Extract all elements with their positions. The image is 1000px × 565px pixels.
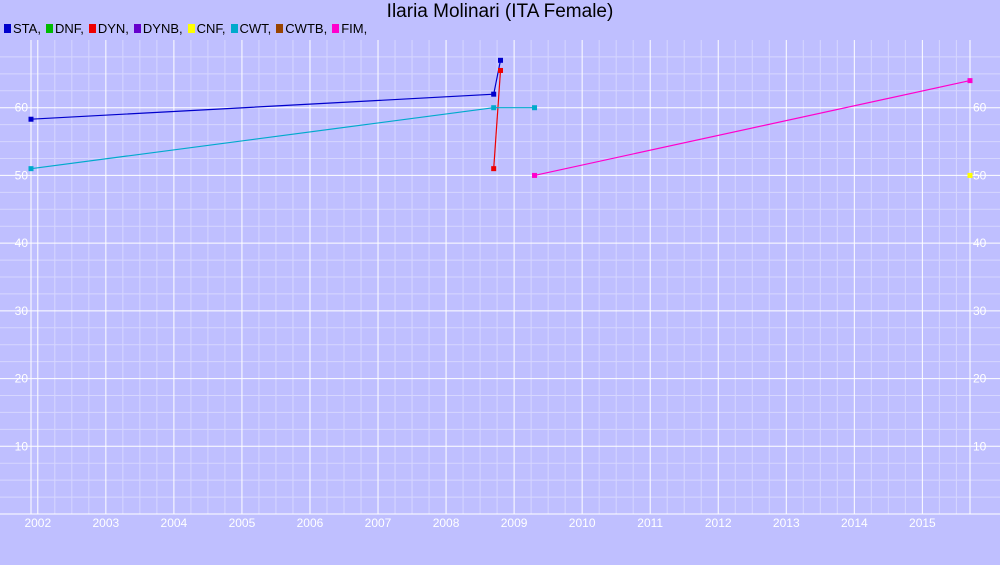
y-tick-label-right: 30 — [973, 304, 987, 318]
series-line-fim — [534, 80, 971, 176]
legend-label: DNF, — [54, 20, 84, 36]
data-point-sta — [28, 116, 34, 122]
y-tick-label-right: 60 — [973, 101, 987, 115]
series-layer — [28, 57, 973, 178]
legend-item-cwt: CWT, — [230, 20, 272, 36]
x-tick-label: 2008 — [433, 516, 460, 530]
series-line-dyn — [493, 70, 502, 169]
series-line-sta — [30, 60, 502, 120]
y-tick-label-left: 50 — [15, 168, 29, 182]
x-tick-label: 2013 — [773, 516, 800, 530]
data-point-fim — [532, 172, 538, 178]
data-point-dyn — [498, 67, 503, 73]
legend-swatch — [230, 23, 238, 33]
legend-swatch — [133, 23, 141, 33]
x-tick-label: 2007 — [365, 516, 392, 530]
x-tick-label: 2005 — [229, 516, 256, 530]
legend-swatch — [276, 23, 284, 33]
tick-labels: 2002 2003 2004 2005 2006 2007 2008 2009 2010 2011… — [15, 101, 987, 530]
data-point-cwt — [28, 166, 34, 172]
x-tick-label: 2012 — [705, 516, 732, 530]
y-tick-label-right: 20 — [973, 372, 987, 386]
legend-swatch — [4, 23, 11, 33]
legend-item-fim: FIM, — [332, 21, 367, 36]
series-line-cwt — [30, 107, 535, 170]
legend-label: CWTB, — [285, 20, 328, 36]
data-point-sta — [498, 57, 503, 63]
y-tick-label-left: 30 — [15, 304, 29, 318]
legend-label: CNF, — [196, 20, 226, 36]
legend-label: CWT, — [239, 20, 272, 36]
x-tick-label: 2004 — [161, 516, 188, 530]
legend-item-sta: STA, — [4, 21, 41, 36]
grid — [0, 40, 1000, 515]
x-tick-label: 2011 — [637, 516, 663, 530]
data-point-cnf — [967, 172, 973, 178]
legend-item-dnf: DNF, — [45, 20, 84, 36]
y-tick-label-left: 20 — [15, 372, 29, 386]
legend-swatch — [45, 23, 53, 33]
chart-title: Ilaria Molinari (ITA Female) — [386, 1, 614, 22]
x-tick-label: 2014 — [841, 516, 868, 530]
legend-item-dynb: DYNB, — [133, 20, 183, 36]
legend-label: DYN, — [97, 20, 129, 36]
y-tick-label-left: 60 — [15, 101, 29, 115]
y-tick-label-left: 10 — [15, 439, 29, 453]
y-tick-label-right: 10 — [973, 439, 987, 453]
x-tick-label: 2015 — [909, 516, 936, 530]
x-tick-label: 2006 — [297, 516, 324, 530]
x-tick-label: 2002 — [24, 516, 51, 530]
data-point-fim — [967, 78, 973, 84]
legend-swatch — [187, 23, 195, 33]
legend-item-cnf: CNF, — [187, 20, 226, 36]
data-point-cwt — [532, 105, 538, 111]
data-point-cwt — [491, 105, 497, 111]
legend-label: FIM, — [341, 20, 368, 36]
x-tick-label: 2009 — [501, 516, 528, 530]
legend-swatch — [332, 23, 340, 33]
y-tick-label-left: 40 — [15, 236, 29, 250]
legend-item-dyn: DYN, — [88, 20, 129, 36]
x-tick-label: 2010 — [569, 516, 596, 530]
y-tick-label-right: 40 — [973, 236, 987, 250]
legend-item-cwtb: CWTB, — [276, 21, 327, 36]
legend-label: STA, — [13, 20, 41, 36]
legend: STA, DNF, DYN, DYNB, CNF, CWT, CWTB, FIM, — [4, 20, 372, 36]
data-point-sta — [491, 91, 497, 97]
data-point-dyn — [491, 166, 497, 172]
legend-label: DYNB, — [142, 20, 183, 36]
legend-swatch — [88, 23, 96, 33]
y-tick-label-right: 50 — [973, 168, 987, 182]
x-tick-label: 2003 — [92, 516, 119, 530]
